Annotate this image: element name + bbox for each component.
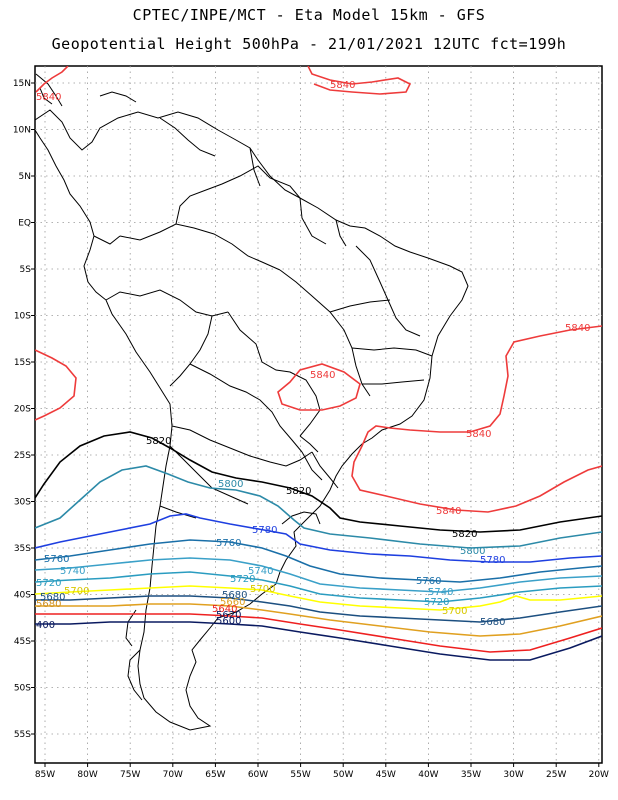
contour-5840-north — [307, 66, 412, 95]
contour-label: 5680 — [222, 590, 247, 601]
longitude-label: 50W — [333, 770, 353, 780]
latitude-label: 10S — [14, 312, 31, 322]
longitude-label: 45W — [376, 770, 396, 780]
contour-5840-northwest — [35, 66, 69, 93]
contour-label: 5740 — [60, 566, 85, 577]
contour-label: 5840 — [436, 506, 461, 517]
longitude-label: 30W — [503, 770, 523, 780]
contour-label: 400 — [36, 620, 55, 631]
contour-label: 5620 — [216, 610, 241, 621]
contour-5720 — [35, 571, 602, 603]
contour-label: 5820 — [286, 486, 311, 497]
latitude-label: 5S — [20, 265, 32, 275]
contour-label: 5700 — [250, 584, 275, 595]
latitude-label: 35S — [14, 544, 31, 554]
contour-label: 5720 — [230, 574, 255, 585]
latitude-label: 20S — [14, 405, 31, 415]
contour-label: 5800 — [460, 546, 485, 557]
contour-label: 5720 — [424, 597, 449, 608]
contour-5840-cell — [277, 363, 361, 411]
contour-lines — [35, 66, 602, 661]
map-subtitle: Geopotential Height 500hPa - 21/01/2021 … — [51, 35, 567, 53]
longitude-label: 65W — [205, 770, 225, 780]
contour-5700 — [35, 585, 602, 611]
contour-label: 5760 — [416, 576, 441, 587]
contour-label: 5640 — [212, 604, 237, 615]
contour-label: 5840 — [310, 370, 335, 381]
contour-5640 — [35, 613, 602, 653]
contour-label: 5740 — [428, 587, 453, 598]
contour-label: 5820 — [146, 436, 171, 447]
longitude-label: 40W — [418, 770, 438, 780]
contour-label: 5680 — [36, 599, 61, 610]
contour-5740 — [35, 557, 602, 593]
graticule — [35, 66, 602, 763]
contour-label: 5840 — [330, 80, 355, 91]
contour-label: 5800 — [218, 479, 243, 490]
contour-5840-atlantic — [351, 325, 602, 513]
contour-5680 — [35, 595, 602, 623]
contour-5620 — [35, 621, 602, 661]
longitude-label: 25W — [546, 770, 566, 780]
longitude-label: 85W — [35, 770, 55, 780]
latitude-label: EQ — [18, 219, 31, 229]
contour-label: 5840 — [565, 323, 590, 334]
contour-label: 5680 — [480, 617, 505, 628]
contour-5820 — [35, 431, 602, 533]
coastline — [35, 73, 469, 731]
longitude-label: 60W — [248, 770, 268, 780]
latitude-label: 5N — [19, 172, 31, 182]
latitude-label: 55S — [14, 730, 31, 740]
contour-label: 5700 — [442, 606, 467, 617]
latitude-label: 15N — [13, 79, 31, 89]
contour-label: 5600 — [216, 616, 241, 627]
contour-label: 5680 — [40, 592, 65, 603]
map-title: CPTEC/INPE/MCT - Eta Model 15km - GFS — [132, 6, 486, 24]
longitude-label: 70W — [163, 770, 183, 780]
longitude-label: 20W — [589, 770, 609, 780]
latitude-label: 15S — [14, 358, 31, 368]
longitude-label: 75W — [120, 770, 140, 780]
contour-label: 5720 — [36, 578, 61, 589]
contour-label: 5760 — [216, 538, 241, 549]
contour-label: 5820 — [452, 529, 477, 540]
contour-5780 — [35, 513, 602, 563]
contour-5800 — [35, 465, 602, 549]
longitude-label: 80W — [77, 770, 97, 780]
latitude-label: 10N — [13, 126, 31, 136]
longitude-label: 35W — [461, 770, 481, 780]
latitude-label: 25S — [14, 451, 31, 461]
contour-5840-pacific — [35, 349, 77, 421]
latitude-label: 30S — [14, 498, 31, 508]
contour-label: 5760 — [44, 554, 69, 565]
contour-label: 5840 — [466, 429, 491, 440]
latitude-label: 50S — [14, 684, 31, 694]
latitude-label: 40S — [14, 591, 31, 601]
latitude-label: 45S — [14, 637, 31, 647]
contour-5660 — [35, 603, 602, 637]
contour-label: 5840 — [36, 92, 61, 103]
axis-ticks: 15N 10N 5N EQ 5S 10S 15S 20S 25S 30S 35S 40S 45S 50S 5… — [13, 79, 609, 780]
contour-label: 5780 — [480, 555, 505, 566]
map-frame — [34, 65, 603, 764]
contour-label: 5780 — [252, 525, 277, 536]
contour-label: 5660 — [220, 597, 245, 608]
longitude-label: 55W — [290, 770, 310, 780]
contour-label: 5740 — [248, 566, 273, 577]
contour-label: 5700 — [64, 586, 89, 597]
contour-labels: 5840 5840 5840 5840 5840 5840 5820 5820 … — [36, 80, 590, 631]
contour-5760 — [35, 539, 602, 583]
